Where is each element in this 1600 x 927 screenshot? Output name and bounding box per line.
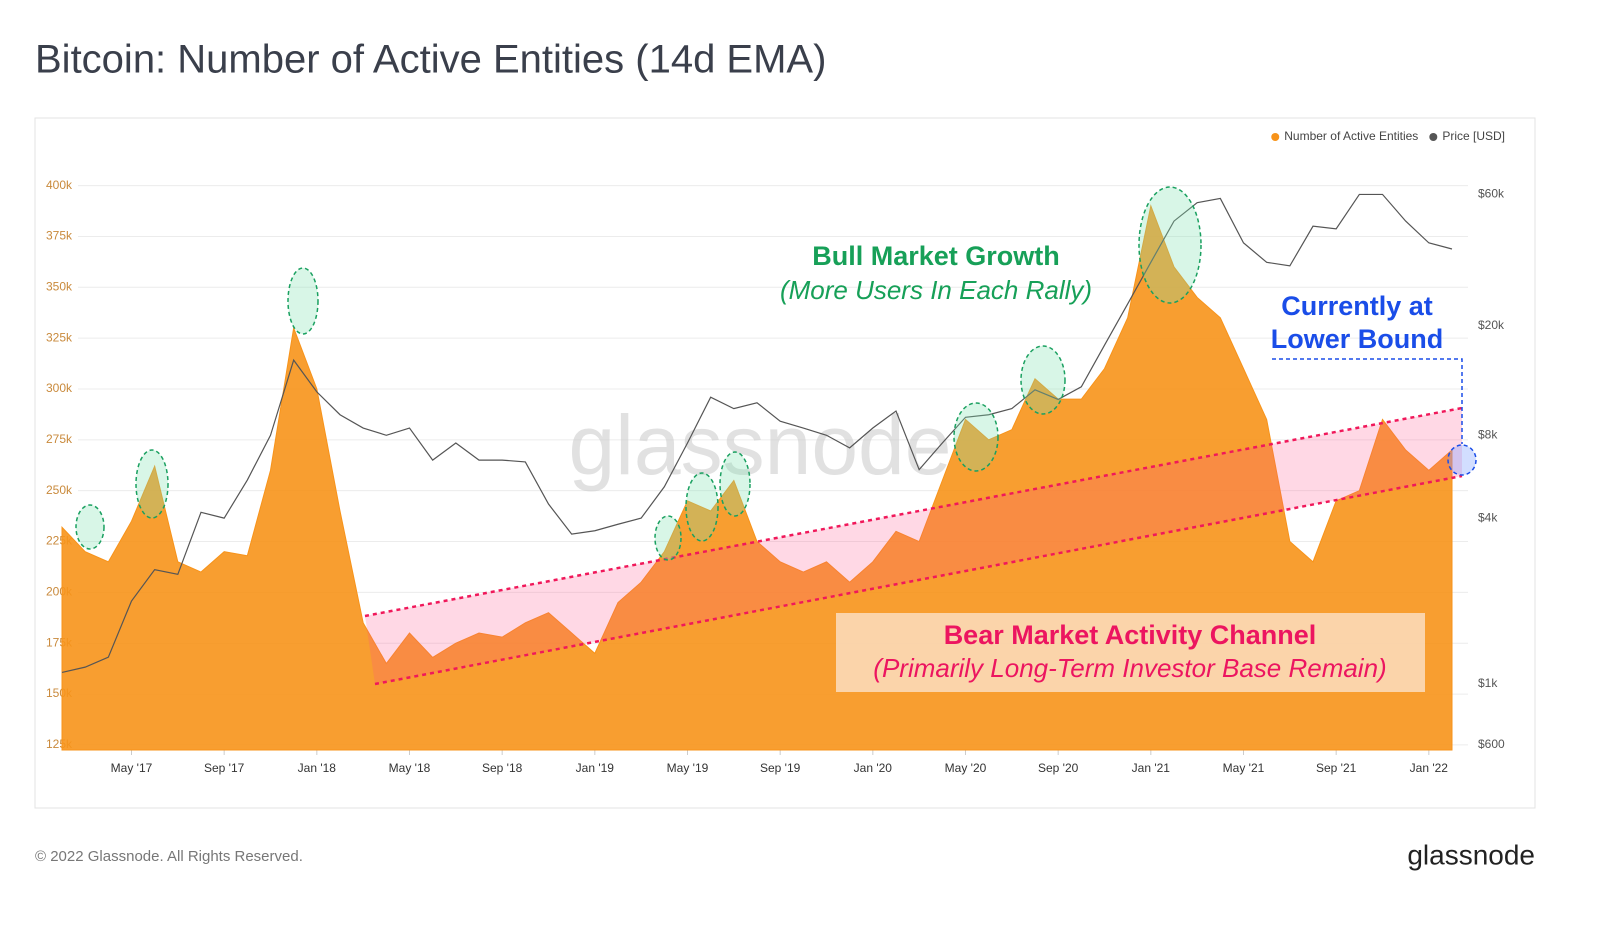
peak-marker [654, 515, 682, 561]
x-tick-label: Jan '20 [854, 761, 893, 775]
peak-marker [287, 267, 319, 335]
x-tick-label: Jan '21 [1132, 761, 1171, 775]
current-pointer [1272, 358, 1463, 444]
y-tick-label: 400k [46, 178, 73, 192]
y2-tick-label: $1k [1478, 676, 1498, 690]
y-tick-label: 275k [46, 432, 73, 446]
legend-swatch [1271, 133, 1280, 141]
brand-logo: glassnode [1407, 839, 1535, 870]
price-line [61, 193, 1453, 674]
watermark: glassnode [569, 398, 952, 492]
x-tick-label: Jan '22 [1410, 761, 1449, 775]
channel-upper [364, 406, 1463, 618]
x-tick-label: Jan '18 [298, 761, 337, 775]
x-tick-label: Sep '18 [482, 761, 523, 775]
legend: Price [USD] Number of Active Entities [1271, 129, 1505, 143]
x-tick-label: Jan '19 [576, 761, 615, 775]
bull-peaks [75, 186, 1202, 561]
peak-marker [953, 402, 999, 472]
annotation: Lower Bound [1271, 324, 1443, 354]
x-tick-label: May '17 [111, 761, 153, 775]
peak-marker [719, 451, 751, 517]
footer: © 2022 Glassnode. All Rights Reserved. [35, 848, 303, 865]
legend-label: Number of Active Entities [1284, 129, 1418, 143]
legend-swatch [1429, 133, 1438, 141]
x-tick-label: Sep '17 [204, 761, 245, 775]
y-tick-label: 300k [46, 381, 73, 395]
bear-channel [365, 408, 1462, 684]
current-marker [1447, 444, 1477, 476]
annotation: Currently at [1281, 291, 1433, 321]
annotation: (More Users In Each Rally) [780, 275, 1092, 305]
y2-tick-label: $8k [1478, 427, 1498, 441]
x-tick-label: Sep '21 [1316, 761, 1357, 775]
y-tick-label: 375k [46, 229, 73, 243]
annotation: Bull Market Growth [812, 241, 1060, 271]
y-tick-label: 325k [46, 330, 73, 344]
y-tick-label: 350k [46, 279, 73, 293]
peak-marker [1020, 345, 1066, 415]
annotation-box [836, 613, 1425, 692]
x-tick-label: May '18 [389, 761, 431, 775]
peak-marker [135, 449, 169, 519]
y-tick-label: 250k [46, 483, 73, 497]
channel-lower [374, 474, 1463, 686]
chart-frame [34, 117, 1536, 809]
peak-marker [75, 504, 105, 550]
chart-title: Bitcoin: Number of Active Entities (14d … [35, 38, 826, 82]
annotation: (Primarily Long-Term Investor Base Remai… [873, 653, 1386, 683]
annotation: Bear Market Activity Channel [944, 620, 1317, 650]
peak-marker [1138, 186, 1202, 304]
x-tick-label: Sep '20 [1038, 761, 1079, 775]
y2-tick-label: $4k [1478, 510, 1498, 524]
y2-tick-label: $60k [1478, 187, 1505, 201]
x-tick-label: Sep '19 [760, 761, 801, 775]
x-tick-label: May '20 [945, 761, 987, 775]
legend-label: Price [USD] [1442, 129, 1505, 143]
y2-tick-label: $20k [1478, 318, 1505, 332]
x-tick-label: May '19 [667, 761, 709, 775]
peak-marker [685, 472, 719, 542]
x-tick-label: May '21 [1223, 761, 1265, 775]
y2-tick-label: $600 [1478, 737, 1505, 751]
